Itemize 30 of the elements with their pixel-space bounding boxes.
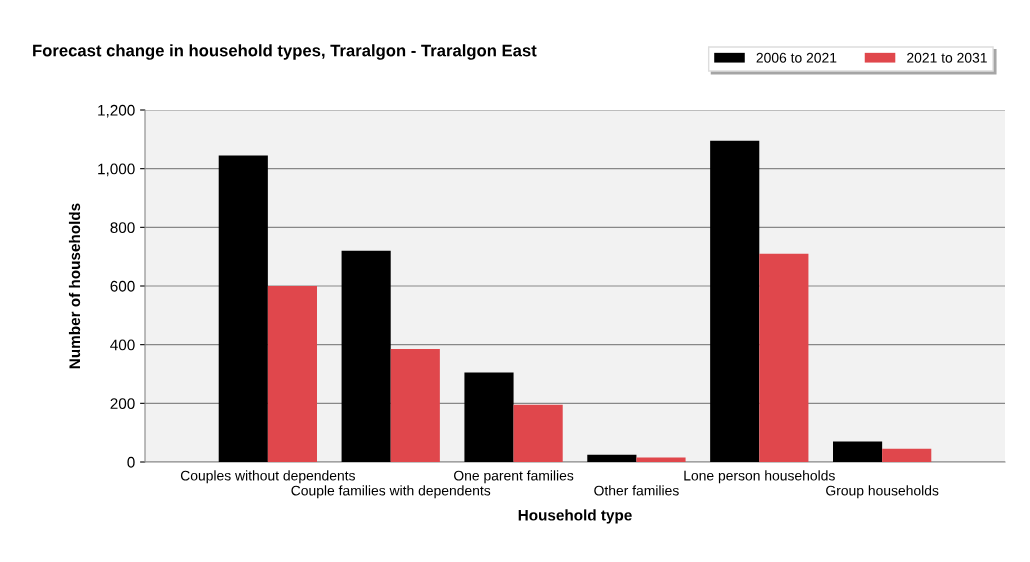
x-tick-label: One parent families — [454, 470, 574, 484]
x-axis-title: Household type — [518, 509, 632, 524]
y-tick-label: 200 — [110, 398, 135, 410]
x-tick-label: Group households — [826, 485, 939, 499]
x-tick-label: Couple families with dependents — [291, 485, 491, 499]
y-tick-label: 1,000 — [98, 163, 135, 177]
bar — [218, 155, 268, 462]
y-tick-label: 400 — [110, 339, 135, 351]
legend-label: 2006 to 2021 — [756, 52, 837, 63]
bar — [390, 349, 440, 462]
y-tick-label: 1,200 — [98, 104, 135, 118]
bar — [267, 286, 317, 462]
bar — [759, 253, 809, 462]
y-tick-label: 0 — [127, 456, 135, 468]
bar — [833, 441, 883, 462]
y-tick-label: 800 — [110, 222, 135, 234]
legend-label: 2021 to 2031 — [907, 52, 987, 63]
bar — [882, 448, 932, 462]
y-tick-label: 600 — [110, 280, 135, 292]
bar — [636, 457, 686, 462]
bar — [587, 454, 637, 462]
x-tick-label: Couples without dependents — [180, 470, 355, 484]
bar — [464, 372, 514, 462]
x-tick-label: Other families — [594, 485, 679, 496]
x-tick-label: Lone person households — [684, 470, 835, 484]
bar — [341, 250, 391, 462]
bar — [710, 140, 760, 462]
chart-title: Forecast change in household types, Traralgon - Traralgon East — [33, 44, 537, 60]
bar — [513, 404, 563, 462]
y-axis-title: Number of households — [68, 203, 81, 369]
